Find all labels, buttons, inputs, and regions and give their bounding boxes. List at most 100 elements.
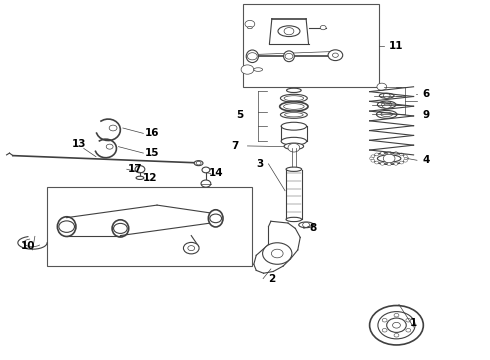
Ellipse shape — [377, 155, 401, 162]
Text: 5: 5 — [237, 111, 244, 121]
Circle shape — [392, 322, 400, 328]
Circle shape — [382, 103, 385, 105]
Text: 13: 13 — [72, 139, 86, 149]
Ellipse shape — [372, 153, 406, 164]
Text: 17: 17 — [128, 164, 143, 174]
Circle shape — [188, 246, 195, 251]
Circle shape — [383, 154, 395, 163]
Circle shape — [394, 162, 398, 165]
Circle shape — [284, 28, 294, 35]
Ellipse shape — [254, 68, 263, 71]
Circle shape — [394, 333, 399, 337]
Circle shape — [241, 65, 254, 74]
Ellipse shape — [287, 88, 301, 93]
Ellipse shape — [320, 26, 326, 30]
Circle shape — [383, 102, 386, 104]
Circle shape — [371, 155, 375, 158]
Text: 14: 14 — [208, 168, 223, 178]
Circle shape — [369, 306, 423, 345]
Ellipse shape — [280, 102, 308, 111]
Text: 16: 16 — [145, 129, 159, 138]
Bar — [47, 187, 252, 266]
Circle shape — [387, 102, 390, 104]
Text: 12: 12 — [143, 173, 157, 183]
Text: 15: 15 — [145, 148, 159, 158]
Ellipse shape — [284, 96, 304, 101]
Circle shape — [382, 101, 392, 108]
Circle shape — [109, 125, 117, 131]
Circle shape — [247, 53, 257, 60]
Circle shape — [59, 221, 74, 232]
Ellipse shape — [281, 137, 307, 145]
Circle shape — [332, 53, 338, 57]
Circle shape — [400, 153, 404, 156]
Circle shape — [403, 155, 407, 158]
Circle shape — [263, 243, 292, 264]
Circle shape — [389, 103, 392, 105]
Circle shape — [381, 104, 384, 106]
Text: 9: 9 — [422, 111, 429, 121]
Ellipse shape — [285, 113, 303, 117]
Ellipse shape — [194, 161, 203, 166]
Text: 6: 6 — [422, 89, 429, 99]
Circle shape — [245, 21, 255, 28]
Ellipse shape — [377, 101, 396, 108]
Ellipse shape — [284, 104, 304, 109]
Circle shape — [210, 214, 221, 223]
Ellipse shape — [379, 93, 394, 98]
Circle shape — [382, 328, 387, 332]
Ellipse shape — [381, 112, 392, 117]
Circle shape — [303, 222, 310, 227]
Circle shape — [389, 104, 392, 106]
Ellipse shape — [286, 167, 302, 171]
Circle shape — [380, 152, 384, 154]
Ellipse shape — [284, 51, 294, 62]
Circle shape — [406, 328, 411, 332]
Circle shape — [183, 242, 199, 254]
Bar — [243, 4, 379, 87]
Text: 8: 8 — [310, 224, 317, 233]
Circle shape — [387, 163, 391, 166]
Ellipse shape — [247, 27, 252, 29]
Circle shape — [271, 249, 283, 258]
Circle shape — [375, 161, 379, 164]
Ellipse shape — [57, 217, 76, 237]
Text: 10: 10 — [20, 241, 35, 251]
Circle shape — [288, 143, 300, 152]
Text: 1: 1 — [410, 319, 417, 328]
Ellipse shape — [299, 222, 314, 228]
Circle shape — [201, 180, 211, 187]
Circle shape — [403, 159, 407, 162]
Circle shape — [387, 318, 406, 332]
Text: 3: 3 — [256, 159, 263, 169]
Circle shape — [400, 161, 404, 164]
Circle shape — [387, 151, 391, 154]
Circle shape — [375, 153, 379, 156]
Ellipse shape — [280, 94, 307, 102]
Text: 7: 7 — [232, 141, 239, 151]
Ellipse shape — [284, 143, 304, 149]
Circle shape — [328, 50, 343, 60]
Text: 11: 11 — [389, 41, 404, 50]
Circle shape — [382, 319, 387, 322]
Circle shape — [106, 144, 113, 149]
Circle shape — [378, 312, 415, 339]
Ellipse shape — [280, 111, 307, 118]
Text: 2: 2 — [268, 274, 275, 284]
Circle shape — [377, 83, 387, 90]
Circle shape — [369, 157, 373, 160]
Circle shape — [405, 157, 409, 160]
Circle shape — [394, 152, 398, 154]
Circle shape — [196, 161, 201, 165]
Ellipse shape — [376, 111, 397, 118]
Ellipse shape — [136, 176, 144, 180]
Ellipse shape — [286, 217, 302, 222]
Circle shape — [394, 314, 399, 317]
Ellipse shape — [246, 50, 258, 63]
Circle shape — [371, 159, 375, 162]
Ellipse shape — [281, 122, 307, 130]
Text: 4: 4 — [422, 155, 429, 165]
Circle shape — [406, 319, 411, 322]
Circle shape — [383, 93, 390, 98]
Circle shape — [385, 102, 388, 104]
